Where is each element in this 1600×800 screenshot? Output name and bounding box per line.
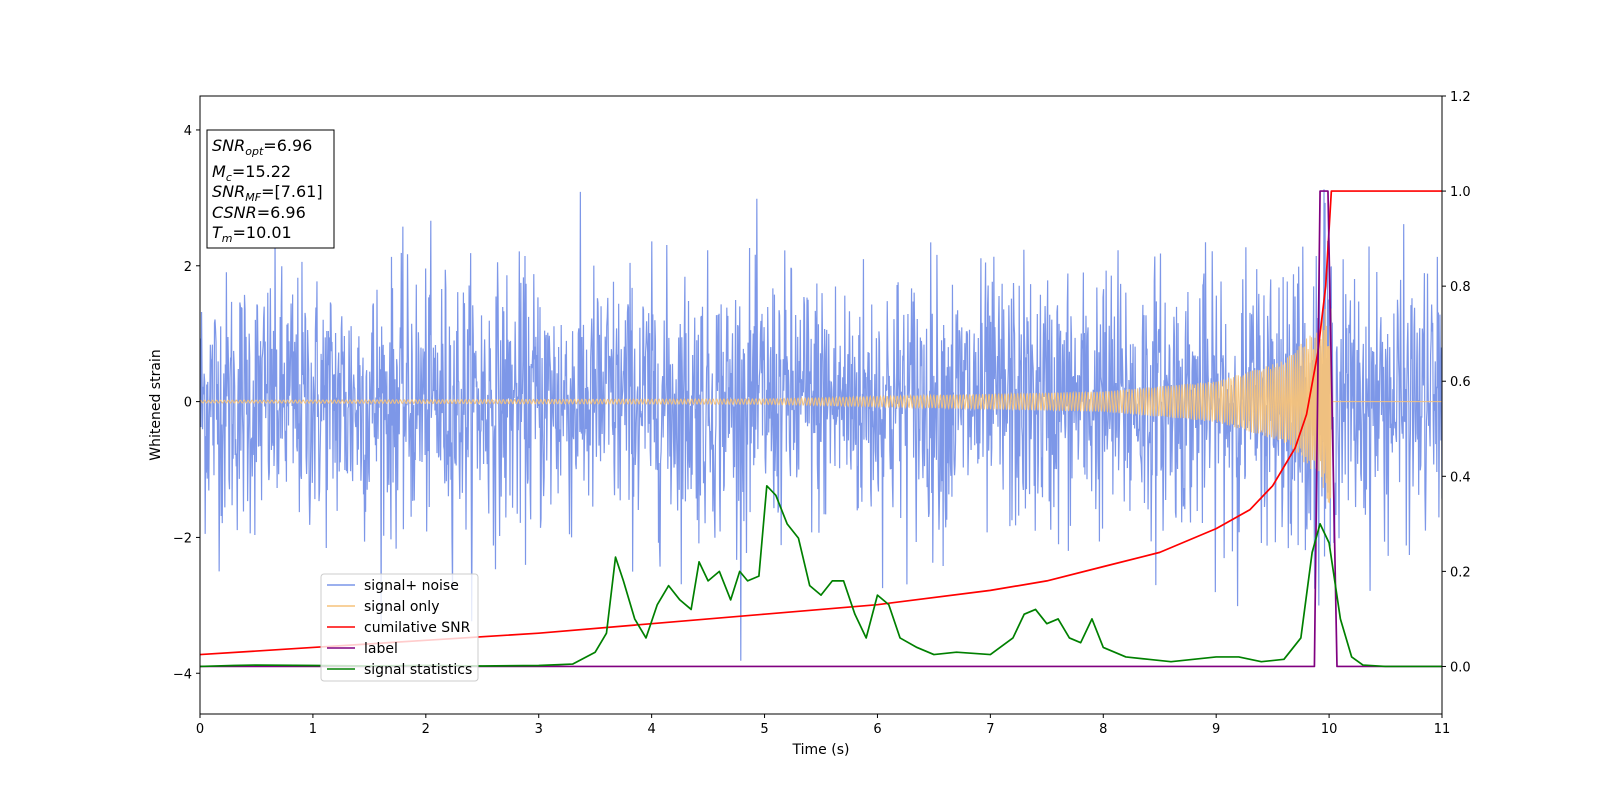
x-tick-label-5: 5 [760,722,768,737]
legend: signal+ noise signal only cumilative SNR… [320,573,479,682]
y-axis-left: −4 −2 0 2 4 [173,124,200,682]
legend-label-label: label [364,641,398,657]
series-signal-only [200,308,1442,504]
y-right-tick-label-3: 0.6 [1450,375,1471,390]
x-axis-label: Time (s) [792,742,850,758]
info-mc: Mc=15.22 [212,162,291,184]
legend-label-cumilative-snr: cumilative SNR [364,620,471,636]
info-snr-mf: SNRMF=[7.61] [212,182,323,204]
x-tick-label-2: 2 [422,722,430,737]
y-right-tick-label-1: 0.2 [1450,565,1471,580]
legend-label-signal-statistics: signal statistics [364,662,472,678]
y-left-tick-label-3: 2 [184,260,192,275]
x-tick-label-6: 6 [873,722,881,737]
legend-label-signal-only: signal only [364,599,439,615]
x-tick-label-3: 3 [535,722,543,737]
y-left-tick-label-1: −2 [173,531,192,546]
x-tick-label-8: 8 [1099,722,1107,737]
y-left-tick-label-0: −4 [173,667,192,682]
x-tick-label-7: 7 [986,722,994,737]
x-tick-label-11: 11 [1434,722,1451,737]
x-tick-label-10: 10 [1321,722,1338,737]
x-axis: 0 1 2 3 4 5 6 7 8 9 10 11 [196,714,1450,737]
info-snr-opt: SNRopt=6.96 [212,136,312,158]
y-right-tick-label-2: 0.4 [1450,470,1471,485]
x-tick-label-9: 9 [1212,722,1220,737]
series-label [200,190,1442,668]
plot-frame [199,95,1443,715]
x-tick-label-1: 1 [309,722,317,737]
y-right-tick-label-5: 1.0 [1450,185,1471,200]
x-tick-label-0: 0 [196,722,204,737]
y-right-tick-label-4: 0.8 [1450,280,1471,295]
series-layer [200,189,1442,668]
series-signal-noise [200,189,1442,661]
y-right-tick-label-6: 1.2 [1450,90,1471,105]
series-signal-statistics [200,484,1442,668]
info-csnr: CSNR=6.96 [212,203,306,222]
x-tick-label-4: 4 [647,722,655,737]
y-axis-right: 0.0 0.2 0.4 0.6 0.8 1.0 1.2 [1442,90,1471,675]
y-axis-label: Whitened strain [148,349,164,460]
info-box: SNRopt=6.96 Mc=15.22 SNRMF=[7.61] CSNR=6… [206,129,335,249]
legend-label-signal-noise: signal+ noise [364,578,459,594]
y-left-tick-label-2: 0 [184,396,192,411]
y-left-tick-label-4: 4 [184,124,192,139]
y-right-tick-label-0: 0.0 [1450,660,1471,675]
info-tm: Tm=10.01 [212,223,292,245]
series-cumilative-snr [200,190,1442,656]
